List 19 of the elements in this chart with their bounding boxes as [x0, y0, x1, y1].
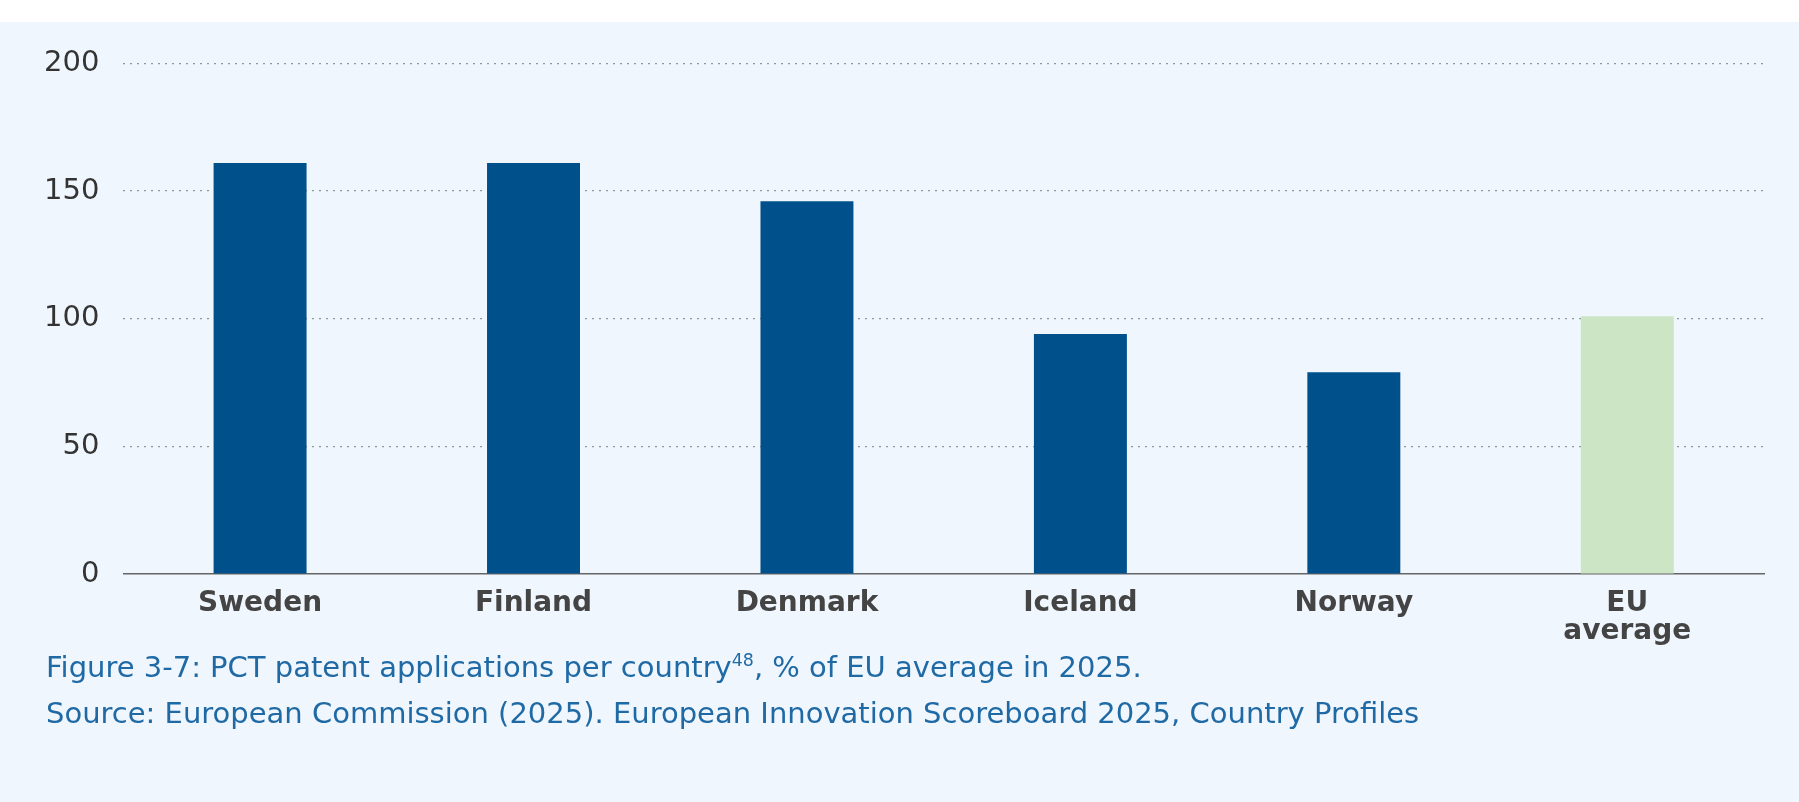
bar — [1580, 316, 1674, 574]
bar — [1033, 334, 1127, 574]
bar — [213, 162, 307, 574]
y-tick-label: 50 — [62, 426, 100, 461]
y-tick-label: 0 — [80, 554, 100, 589]
y-tick-label: 200 — [43, 43, 100, 78]
bar — [760, 201, 854, 574]
x-tick-label: Finland — [474, 585, 593, 619]
y-tick-label: 150 — [43, 171, 100, 206]
x-tick-label: Norway — [1294, 585, 1414, 619]
x-tick-label: Denmark — [735, 585, 880, 619]
x-tick-label: Sweden — [198, 585, 323, 619]
y-tick-label: 100 — [43, 299, 100, 334]
bar — [487, 162, 580, 574]
source-note: Source: European Commission (2025). European Innovation Scoreboard 2025, Country Profiles — [46, 696, 1420, 730]
x-tick-label: EU average — [1563, 585, 1692, 647]
bar — [1307, 372, 1401, 574]
x-tick-label: Iceland — [1023, 585, 1138, 619]
text: Figure 3-7: PCT patent applications per country$^{48}$, % of EU average in 2025. — [46, 650, 1142, 684]
